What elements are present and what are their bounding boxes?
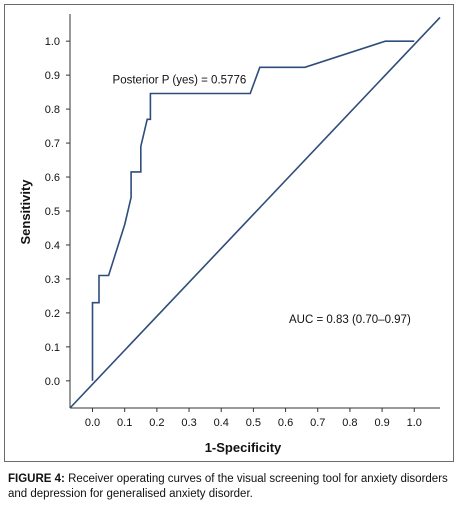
x-tick-label: 0.2	[149, 417, 164, 429]
y-tick-label: 1.0	[45, 36, 60, 48]
y-tick-label: 0.1	[45, 342, 60, 354]
x-tick-label: 0.3	[181, 417, 196, 429]
y-tick-label: 0.6	[45, 172, 60, 184]
auc-annotation: AUC = 0.83 (0.70–0.97)	[289, 314, 411, 326]
y-tick-labels: 0.0 0.1 0.2 0.3 0.4 0.5 0.6 0.7 0.8 0.9 1.0	[45, 36, 70, 388]
y-tick-label: 0.9	[45, 70, 60, 82]
x-axis-label: 1-Specificity	[205, 440, 282, 455]
y-tick-label: 0.2	[45, 308, 60, 320]
x-tick-labels: 0.0 0.1 0.2 0.3 0.4 0.5 0.6 0.7 0.8 0.9 1.0	[85, 408, 422, 429]
x-tick-label: 1.0	[407, 417, 422, 429]
x-tick-label: 0.1	[117, 417, 132, 429]
x-tick-label: 0.9	[374, 417, 389, 429]
y-tick-label: 0.3	[45, 274, 60, 286]
y-axis-label: Sensitivity	[18, 179, 33, 245]
reference-diagonal	[69, 16, 441, 409]
y-tick-label: 0.0	[45, 376, 60, 388]
posterior-annotation: Posterior P (yes) = 0.5776	[113, 75, 247, 87]
y-tick-label: 0.8	[45, 104, 60, 116]
x-tick-label: 0.7	[310, 417, 325, 429]
roc-curve	[91, 40, 415, 381]
caption-text: Receiver operating curves of the visual …	[8, 473, 448, 500]
figure-caption: FIGURE 4: Receiver operating curves of t…	[8, 472, 454, 502]
x-tick-label: 0.6	[278, 417, 293, 429]
x-tick-label: 0.5	[246, 417, 261, 429]
y-tick-label: 0.4	[45, 240, 60, 252]
y-tick-label: 0.5	[45, 206, 60, 218]
caption-label: FIGURE 4:	[8, 473, 65, 485]
x-tick-label: 0.8	[342, 417, 357, 429]
roc-chart: 0.0 0.1 0.2 0.3 0.4 0.5 0.6 0.7 0.8 0.9 1.0 0.0 0.1…	[18, 14, 441, 455]
x-tick-label: 0.4	[214, 417, 229, 429]
chart-annotations: Posterior P (yes) = 0.5776 AUC = 0.83 (0.…	[113, 75, 411, 326]
chart-lines	[69, 16, 441, 409]
x-tick-label: 0.0	[85, 417, 100, 429]
figure-frame	[4, 4, 454, 462]
y-tick-label: 0.7	[45, 138, 60, 150]
